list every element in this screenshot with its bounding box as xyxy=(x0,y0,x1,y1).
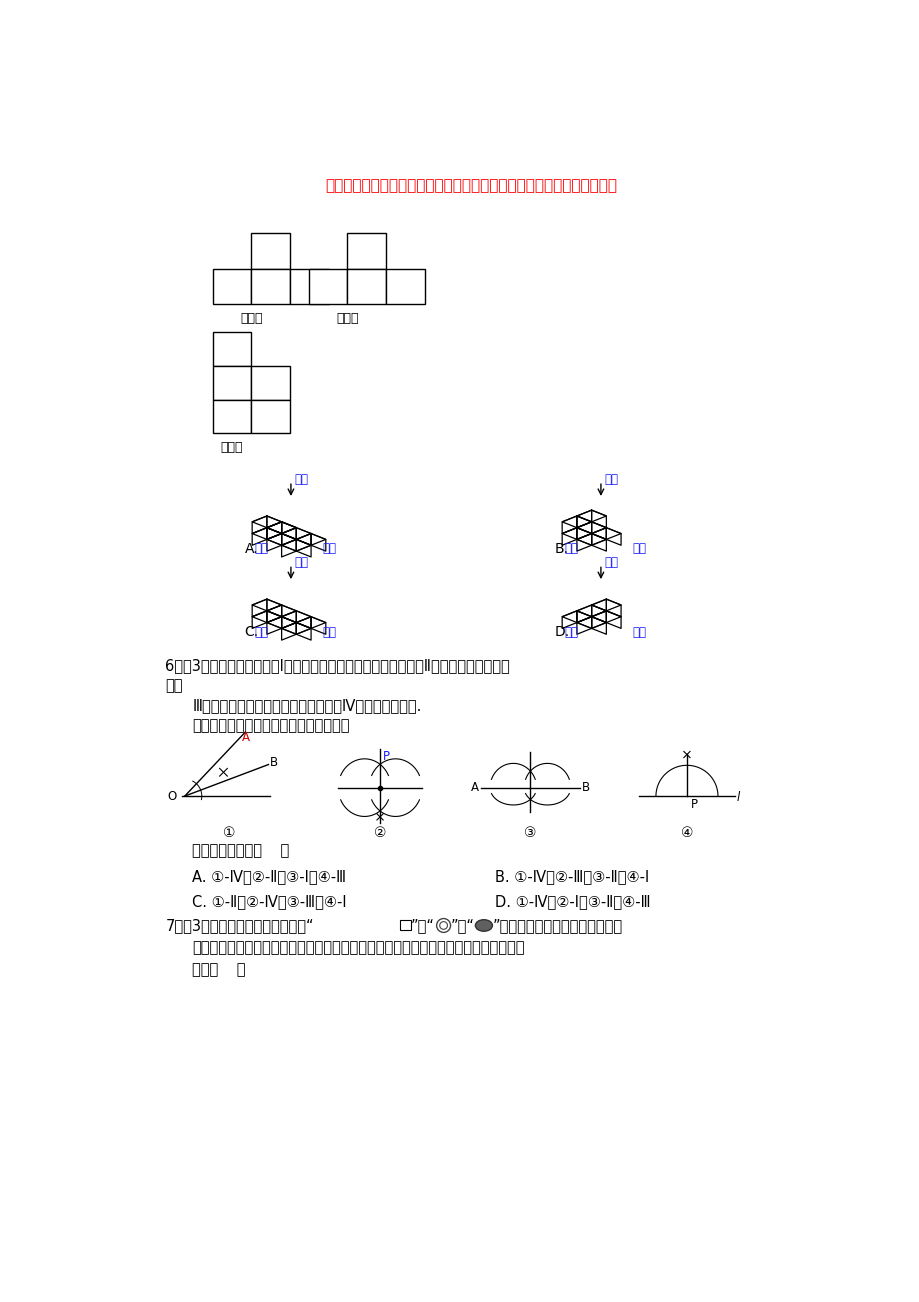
Text: 左视: 左视 xyxy=(564,625,578,638)
Bar xyxy=(212,332,251,366)
Bar xyxy=(386,268,425,305)
Text: 6．（3分）尺规作图要求：Ⅰ、过直线外一点作这条直线的垂线；Ⅱ、作线段的垂直平分: 6．（3分）尺规作图要求：Ⅰ、过直线外一点作这条直线的垂线；Ⅱ、作线段的垂直平分 xyxy=(165,659,509,673)
Text: ①: ① xyxy=(223,827,235,840)
Bar xyxy=(400,921,411,930)
Text: 俯视: 俯视 xyxy=(604,473,618,486)
Text: A. ①-Ⅳ，②-Ⅱ，③-Ⅰ，④-Ⅲ: A. ①-Ⅳ，②-Ⅱ，③-Ⅰ，④-Ⅲ xyxy=(192,870,346,884)
Text: D.: D. xyxy=(554,625,569,639)
Text: A: A xyxy=(470,781,478,794)
Text: 俯视: 俯视 xyxy=(294,556,309,569)
Text: 主视: 主视 xyxy=(322,543,335,556)
Text: 左视: 左视 xyxy=(255,625,268,638)
Bar xyxy=(289,268,329,305)
Text: 主视: 主视 xyxy=(631,625,645,638)
Text: ②: ② xyxy=(373,827,386,840)
Bar xyxy=(347,268,386,305)
Text: 则正确的配对是（    ）: 则正确的配对是（ ） xyxy=(192,844,289,858)
Text: 主视图: 主视图 xyxy=(240,311,262,324)
Text: 主视: 主视 xyxy=(322,625,335,638)
Text: 等，现左右手中同样的盘子上都放着不同个数的物体，只有一组左右质量不相等，则该: 等，现左右手中同样的盘子上都放着不同个数的物体，只有一组左右质量不相等，则该 xyxy=(192,940,525,956)
Bar xyxy=(251,268,289,305)
Text: 年寒窗苦读日，只盼金榜题名时，祝你考试拿高分，鲤鱼跳龙门！加油！: 年寒窗苦读日，只盼金榜题名时，祝你考试拿高分，鲤鱼跳龙门！加油！ xyxy=(325,178,617,193)
Text: 线；: 线； xyxy=(165,678,183,693)
Text: 左视: 左视 xyxy=(564,543,578,556)
Text: ④: ④ xyxy=(680,827,692,840)
Text: Ⅲ、过直线上一点作这条直线的垂线；Ⅳ、作角的平分线.: Ⅲ、过直线上一点作这条直线的垂线；Ⅳ、作角的平分线. xyxy=(192,698,422,713)
Text: 俯视: 俯视 xyxy=(294,473,309,486)
Text: B: B xyxy=(582,781,590,794)
Text: C. ①-Ⅱ，②-Ⅳ，③-Ⅲ，④-Ⅰ: C. ①-Ⅱ，②-Ⅳ，③-Ⅲ，④-Ⅰ xyxy=(192,894,346,909)
Bar xyxy=(212,268,251,305)
Text: P: P xyxy=(690,798,698,811)
Circle shape xyxy=(439,922,447,930)
Bar xyxy=(251,366,289,400)
Bar xyxy=(347,233,386,268)
Text: P: P xyxy=(382,750,390,763)
Ellipse shape xyxy=(475,919,492,931)
Text: A: A xyxy=(242,730,250,743)
Bar xyxy=(251,233,289,268)
Text: D. ①-Ⅳ，②-Ⅰ，③-Ⅱ，④-Ⅲ: D. ①-Ⅳ，②-Ⅰ，③-Ⅱ，④-Ⅲ xyxy=(494,894,650,909)
Bar xyxy=(251,400,289,434)
Text: 俯视图: 俯视图 xyxy=(220,441,243,454)
Text: 左视: 左视 xyxy=(255,543,268,556)
Text: 组是（    ）: 组是（ ） xyxy=(192,962,245,976)
Text: B. ①-Ⅳ，②-Ⅲ，③-Ⅱ，④-Ⅰ: B. ①-Ⅳ，②-Ⅲ，③-Ⅱ，④-Ⅰ xyxy=(494,870,648,884)
Text: A.: A. xyxy=(244,542,257,556)
Bar xyxy=(309,268,347,305)
Text: ”、“: ”、“ xyxy=(411,918,435,934)
Text: B.: B. xyxy=(554,542,568,556)
Text: ”，其中，同一种物体的质量都相: ”，其中，同一种物体的质量都相 xyxy=(492,918,622,934)
Text: 如图是按上述要求排乱顺序的尺规作图：: 如图是按上述要求排乱顺序的尺规作图： xyxy=(192,719,349,733)
Text: l: l xyxy=(736,792,739,805)
Bar xyxy=(212,400,251,434)
Text: B: B xyxy=(269,756,278,769)
Text: ”、“: ”、“ xyxy=(450,918,474,934)
Text: 俯视: 俯视 xyxy=(604,556,618,569)
Text: C.: C. xyxy=(244,625,258,639)
Text: 主视: 主视 xyxy=(631,543,645,556)
Text: ③: ③ xyxy=(524,827,536,840)
Text: O: O xyxy=(167,789,176,802)
Text: 左视图: 左视图 xyxy=(335,311,358,324)
Bar xyxy=(212,366,251,400)
Text: 7．（3分）有三种不同质量的物体“: 7．（3分）有三种不同质量的物体“ xyxy=(165,918,313,934)
